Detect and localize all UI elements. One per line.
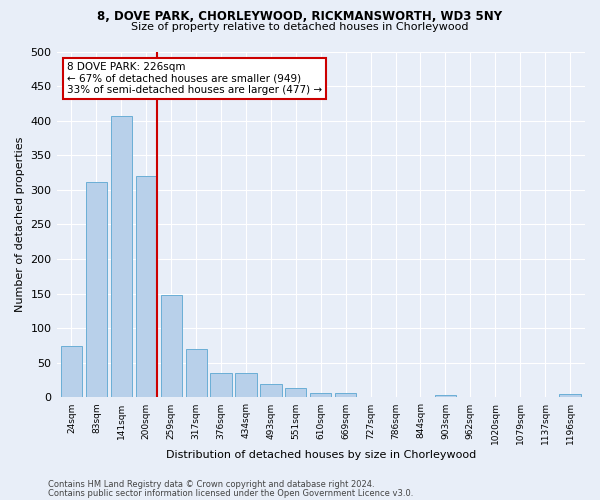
Text: 8 DOVE PARK: 226sqm
← 67% of detached houses are smaller (949)
33% of semi-detac: 8 DOVE PARK: 226sqm ← 67% of detached ho… bbox=[67, 62, 322, 95]
Text: Contains public sector information licensed under the Open Government Licence v3: Contains public sector information licen… bbox=[48, 488, 413, 498]
Bar bbox=[435, 394, 456, 398]
Bar bbox=[86, 182, 107, 398]
Text: 8, DOVE PARK, CHORLEYWOOD, RICKMANSWORTH, WD3 5NY: 8, DOVE PARK, CHORLEYWOOD, RICKMANSWORTH… bbox=[97, 10, 503, 23]
Bar bbox=[260, 384, 281, 398]
Bar bbox=[136, 176, 157, 398]
Bar bbox=[211, 372, 232, 398]
Bar bbox=[310, 394, 331, 398]
Y-axis label: Number of detached properties: Number of detached properties bbox=[15, 137, 25, 312]
Bar bbox=[559, 394, 581, 398]
Bar bbox=[185, 349, 207, 398]
Text: Size of property relative to detached houses in Chorleywood: Size of property relative to detached ho… bbox=[131, 22, 469, 32]
Bar bbox=[61, 346, 82, 398]
Text: Contains HM Land Registry data © Crown copyright and database right 2024.: Contains HM Land Registry data © Crown c… bbox=[48, 480, 374, 489]
X-axis label: Distribution of detached houses by size in Chorleywood: Distribution of detached houses by size … bbox=[166, 450, 476, 460]
Bar bbox=[335, 394, 356, 398]
Bar bbox=[161, 295, 182, 398]
Bar bbox=[285, 388, 307, 398]
Bar bbox=[235, 372, 257, 398]
Bar bbox=[111, 116, 132, 398]
